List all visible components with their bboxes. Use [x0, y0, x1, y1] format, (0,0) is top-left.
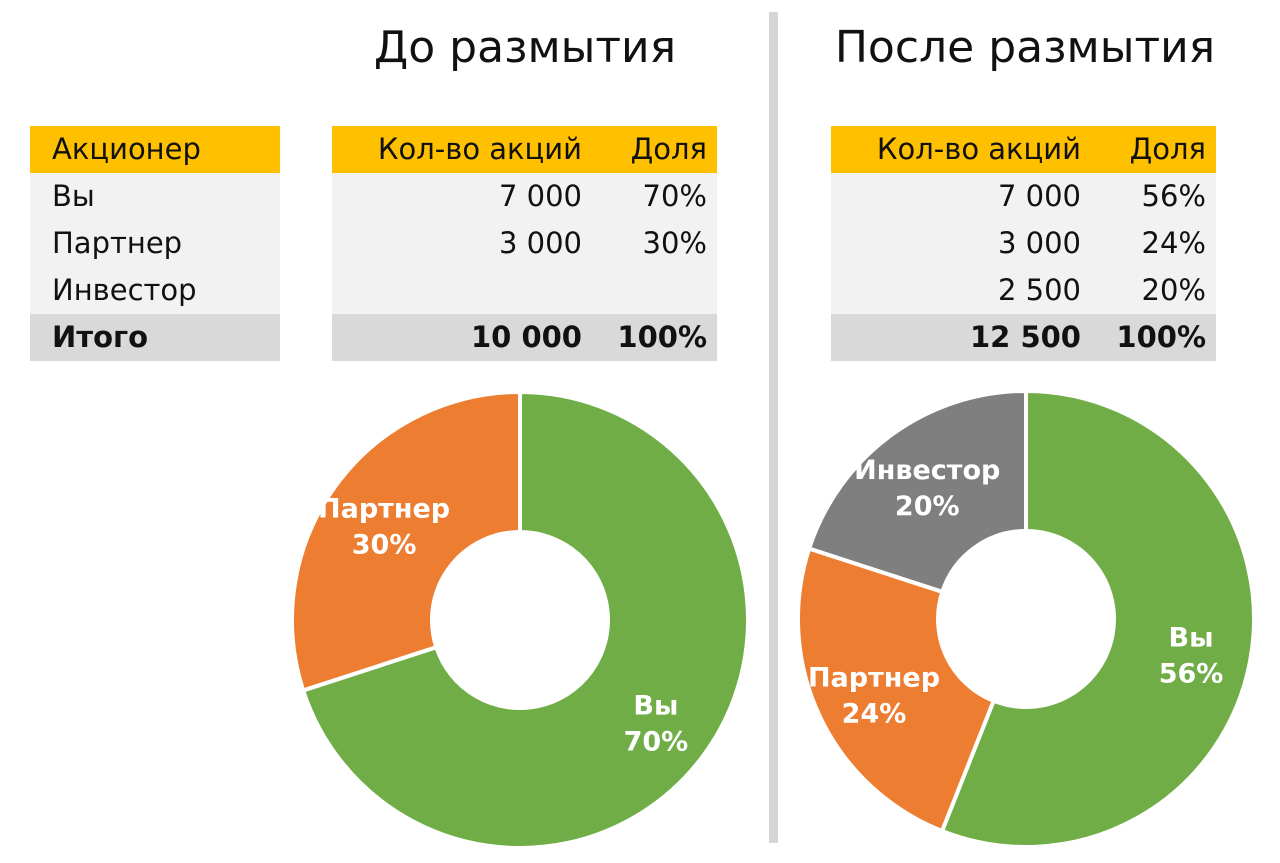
after-share-cell: 24%	[1141, 226, 1206, 260]
after-share-cell: 56%	[1141, 179, 1206, 213]
holder-name: Инвестор	[52, 273, 197, 307]
slice-value-label: 20%	[895, 491, 960, 522]
after-total-share: 100%	[1116, 320, 1206, 354]
after-header-share: Доля	[1129, 132, 1206, 166]
holders-header: Акционер	[52, 132, 201, 166]
before-header-row: Кол-во акций Доля	[332, 126, 717, 173]
after-shares-cell: 2 500	[997, 273, 1081, 307]
before-total-row: 10 000 100%	[332, 314, 717, 361]
holders-total-label: Итого	[52, 320, 149, 354]
slice-value-label: 56%	[1159, 658, 1224, 689]
donut-slice	[300, 389, 750, 850]
before-share-cell: 70%	[642, 179, 707, 213]
slice-value-label: 24%	[842, 699, 907, 730]
slice-value-label: 70%	[624, 727, 689, 758]
before-row	[332, 267, 717, 314]
holders-row: Инвестор	[30, 267, 280, 314]
after-shares-cell: 7 000	[997, 179, 1081, 213]
after-total-shares: 12 500	[970, 320, 1081, 354]
before-row: 3 000 30%	[332, 220, 717, 267]
vertical-divider	[769, 12, 778, 843]
donut-slice	[806, 388, 1028, 595]
title-before: До размытия	[373, 22, 677, 73]
slice-category-label: Вы	[1169, 622, 1214, 653]
before-row: 7 000 70%	[332, 173, 717, 220]
holders-table: Акционер Вы Партнер Инвестор Итого	[30, 126, 280, 361]
donut-slice	[290, 389, 522, 693]
slice-value-label: 30%	[352, 529, 417, 560]
after-table: Кол-во акций Доля 7 000 56% 3 000 24% 2 …	[831, 126, 1216, 361]
before-total-share: 100%	[617, 320, 707, 354]
donut-chart-before: Вы 70% Партнер 30%	[290, 389, 750, 850]
after-share-cell: 20%	[1141, 273, 1206, 307]
after-shares-cell: 3 000	[997, 226, 1081, 260]
donut-slice	[939, 388, 1256, 849]
slice-category-label: Инвестор	[854, 455, 1000, 486]
holder-name: Вы	[52, 179, 95, 213]
holder-name: Партнер	[52, 226, 183, 260]
after-total-row: 12 500 100%	[831, 314, 1216, 361]
before-shares-cell: 7 000	[498, 179, 582, 213]
before-table: Кол-во акций Доля 7 000 70% 3 000 30% 10…	[332, 126, 717, 361]
after-header-shares: Кол-во акций	[876, 132, 1081, 166]
slice-category-label: Партнер	[808, 663, 940, 694]
before-total-shares: 10 000	[471, 320, 582, 354]
before-share-cell	[592, 267, 717, 314]
holders-header-row: Акционер	[30, 126, 280, 173]
after-row: 2 500 20%	[831, 267, 1216, 314]
slice-category-label: Партнер	[318, 493, 450, 524]
slice-category-label: Вы	[633, 691, 678, 722]
before-share-cell: 30%	[642, 226, 707, 260]
holders-row: Партнер	[30, 220, 280, 267]
after-row: 7 000 56%	[831, 173, 1216, 220]
donut-slice	[796, 546, 997, 834]
after-row: 3 000 24%	[831, 220, 1216, 267]
after-header-row: Кол-во акций Доля	[831, 126, 1216, 173]
holders-total-row: Итого	[30, 314, 280, 361]
before-header-shares: Кол-во акций	[377, 132, 582, 166]
holders-row: Вы	[30, 173, 280, 220]
before-shares-cell	[332, 267, 592, 314]
before-header-share: Доля	[630, 132, 707, 166]
before-shares-cell: 3 000	[498, 226, 582, 260]
title-after: После размытия	[834, 22, 1216, 73]
donut-chart-after: Вы 56% Партнер 24% Инвестор 20%	[796, 388, 1256, 849]
